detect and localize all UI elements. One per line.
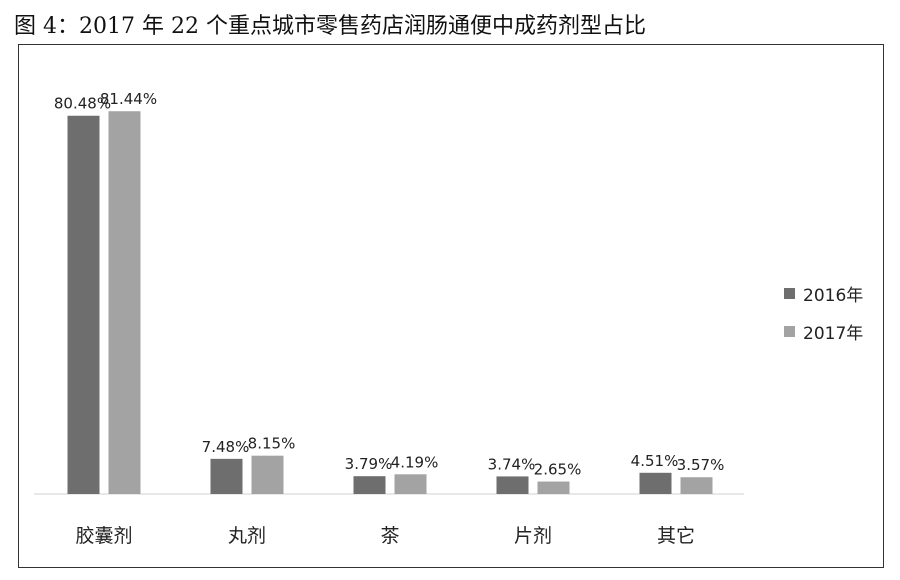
data-label-2017-0: 81.44% [100,90,157,108]
bar-2017-1 [251,455,284,494]
data-label-2017-1: 8.15% [248,435,296,453]
bar-2017-2 [394,474,427,494]
legend-swatch-2017 [784,325,795,337]
data-label-2017-2: 4.19% [391,453,439,471]
bar-2017-0 [108,111,141,495]
legend-item-2016: 2016年 [784,274,863,312]
legend-item-2017: 2017年 [784,312,863,350]
bar-2017-4 [680,477,713,494]
legend-label-2016: 2016年 [803,285,864,306]
data-label-2017-4: 3.57% [677,456,725,474]
category-label-2: 茶 [380,525,399,547]
bar-2016-2 [353,476,386,494]
data-label-2016-4: 4.51% [631,452,679,470]
chart-title: 图 4：2017 年 22 个重点城市零售药店润肠通便中成药剂型占比 [14,14,646,39]
bar-2016-0 [67,115,100,494]
legend-swatch-2016 [784,287,795,299]
legend-label-2017: 2017年 [803,323,864,344]
category-label-4: 其它 [657,525,695,547]
data-label-2016-1: 7.48% [202,438,250,456]
bar-2017-3 [537,481,570,494]
category-label-0: 胶囊剂 [75,525,132,547]
data-label-2016-0: 80.48% [54,95,111,113]
bar-2016-3 [496,476,529,494]
legend: 2016年 2017年 [784,274,863,350]
bar-2016-4 [639,472,672,494]
data-label-2016-3: 3.74% [488,455,536,473]
bar-2016-1 [210,458,243,494]
category-label-3: 片剂 [514,525,552,547]
chart-frame [18,44,884,568]
category-label-1: 丸剂 [228,525,266,547]
data-label-2016-2: 3.79% [345,455,393,473]
data-label-2017-3: 2.65% [534,461,582,479]
